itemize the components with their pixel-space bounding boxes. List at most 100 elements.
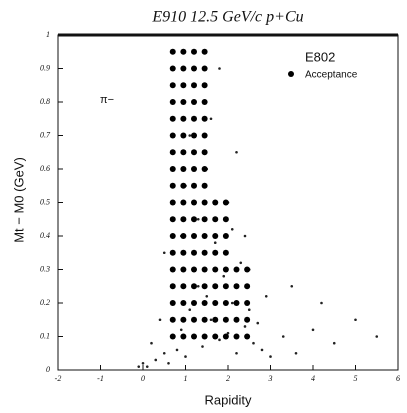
data-point — [175, 348, 179, 352]
acceptance-point — [169, 216, 176, 223]
acceptance-point — [233, 300, 240, 306]
acceptance-point — [212, 266, 219, 273]
acceptance-point — [180, 182, 187, 189]
acceptance-point — [169, 182, 176, 189]
acceptance-point — [201, 316, 208, 323]
acceptance-point — [169, 316, 176, 323]
acceptance-point — [201, 115, 208, 122]
acceptance-point — [180, 316, 187, 323]
data-point — [188, 134, 192, 137]
acceptance-point — [201, 149, 208, 156]
acceptance-point — [222, 316, 229, 323]
acceptance-point — [201, 132, 208, 139]
y-tick-label: 1 — [46, 30, 50, 39]
data-point — [294, 351, 298, 355]
x-tick-label: -2 — [55, 374, 62, 383]
acceptance-point — [169, 149, 176, 156]
acceptance-point — [222, 283, 229, 290]
legend-title: E802 — [305, 49, 335, 64]
data-point — [269, 355, 272, 358]
x-tick-label: 5 — [354, 374, 358, 383]
acceptance-point — [180, 199, 187, 206]
acceptance-point — [180, 149, 187, 156]
data-point — [162, 251, 166, 255]
data-point — [145, 365, 149, 368]
y-tick-label: 0.6 — [40, 164, 50, 173]
acceptance-point — [191, 182, 197, 189]
acceptance-point — [191, 115, 197, 122]
acceptance-point — [169, 82, 176, 89]
y-tick-label: 0.3 — [40, 264, 50, 273]
acceptance-point — [169, 249, 176, 256]
data-point — [179, 328, 183, 332]
acceptance-point — [191, 283, 197, 290]
data-point — [167, 362, 170, 365]
acceptance-point — [180, 166, 187, 172]
acceptance-point — [222, 199, 229, 206]
data-point — [252, 341, 255, 345]
acceptance-point — [191, 233, 197, 239]
acceptance-point — [222, 233, 229, 239]
acceptance-point — [201, 266, 208, 273]
acceptance-point — [180, 48, 187, 55]
data-point — [184, 355, 187, 358]
chart-title: E910 12.5 GeV/c p+Cu — [151, 9, 303, 26]
acceptance-point — [233, 316, 240, 323]
data-point — [226, 331, 230, 335]
acceptance-point — [169, 115, 176, 122]
data-point — [230, 301, 234, 305]
acceptance-point — [191, 199, 197, 206]
acceptance-point — [191, 82, 197, 89]
data-point — [158, 318, 162, 322]
acceptance-point — [191, 65, 197, 72]
data-point — [230, 228, 234, 231]
data-point — [218, 67, 221, 70]
acceptance-point — [169, 300, 176, 306]
acceptance-point — [169, 233, 176, 239]
data-point — [281, 335, 285, 338]
acceptance-point — [201, 99, 208, 105]
acceptance-point — [180, 249, 187, 256]
data-point — [188, 308, 192, 312]
y-tick-label: 0.9 — [40, 63, 50, 72]
acceptance-point — [222, 216, 229, 223]
acceptance-point — [169, 48, 176, 55]
y-tick-label: 0.5 — [40, 197, 50, 206]
data-point — [201, 345, 204, 348]
y-tick-label: 0.4 — [40, 231, 50, 240]
data-point — [320, 301, 323, 305]
acceptance-point — [201, 216, 208, 223]
acceptance-point — [233, 333, 240, 340]
acceptance-point — [180, 266, 187, 273]
acceptance-point — [244, 316, 251, 323]
data-point — [247, 308, 251, 312]
data-point — [150, 341, 153, 345]
data-point — [290, 284, 294, 288]
acceptance-point — [191, 266, 197, 273]
acceptance-point — [201, 166, 208, 172]
acceptance-point — [201, 48, 208, 55]
acceptance-point — [212, 283, 219, 290]
data-point — [141, 362, 145, 365]
acceptance-point — [222, 249, 229, 256]
data-point — [332, 341, 336, 345]
y-axis-label: Mt − M0 (GeV) — [11, 157, 26, 243]
data-point — [137, 365, 141, 368]
acceptance-point — [212, 249, 219, 256]
y-tick-label: 0.7 — [40, 130, 51, 139]
acceptance-point — [169, 132, 176, 139]
y-tick-label: 0.1 — [40, 331, 50, 340]
acceptance-point — [191, 48, 197, 55]
acceptance-point — [191, 216, 197, 223]
data-point — [205, 295, 209, 298]
acceptance-point — [201, 82, 208, 89]
x-tick-label: 6 — [396, 374, 400, 383]
acceptance-point — [180, 132, 187, 139]
acceptance-point — [212, 199, 219, 206]
acceptance-point — [244, 300, 251, 306]
data-point — [213, 241, 217, 244]
y-tick-label: 0.2 — [40, 298, 50, 307]
data-point — [235, 351, 238, 355]
acceptance-point — [191, 316, 197, 323]
